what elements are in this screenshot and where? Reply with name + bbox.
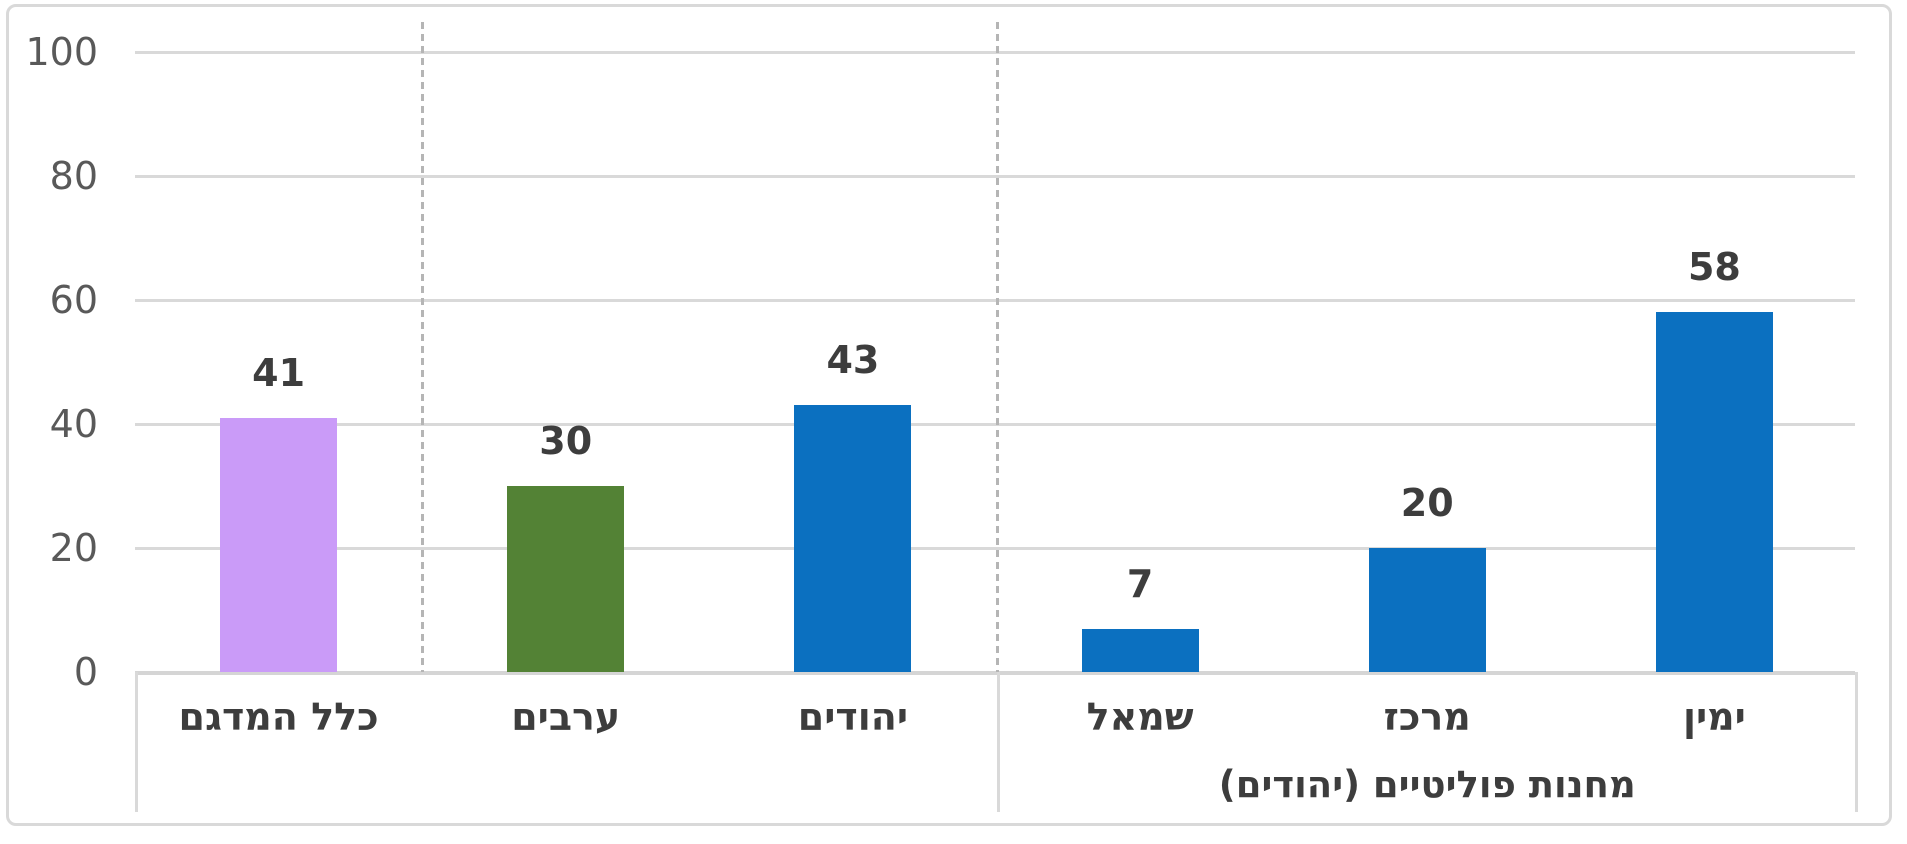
category-axis-boundary (996, 672, 1000, 812)
category-label-arabs: ערבים (511, 695, 621, 739)
dashed-separator (421, 22, 425, 672)
bar-center-camp (1368, 548, 1486, 672)
y-tick-label-80: 80 (49, 154, 98, 198)
y-tick-label-100: 100 (25, 30, 98, 74)
category-label-center-camp: מרכז (1383, 695, 1471, 739)
bar-jews (794, 405, 912, 672)
category-label-left-camp: שמאל (1086, 695, 1194, 739)
gridline-20 (135, 547, 1855, 550)
gridline-60 (135, 299, 1855, 302)
value-label-total-sample: 41 (252, 350, 306, 395)
y-tick-label-20: 20 (49, 526, 98, 570)
dashed-separator (995, 22, 999, 672)
x-axis-line (135, 671, 1855, 675)
y-tick-label-0: 0 (73, 650, 98, 694)
category-label-total-sample: כלל המדגם (178, 695, 379, 739)
gridline-40 (135, 423, 1855, 426)
value-label-right-camp: 58 (1687, 245, 1741, 290)
category-axis-boundary (135, 672, 138, 812)
gridline-100 (135, 51, 1855, 54)
category-axis-boundary (1855, 672, 1858, 812)
gridline-80 (135, 175, 1855, 178)
value-label-jews: 43 (826, 338, 880, 383)
bar-right-camp (1655, 312, 1773, 672)
value-label-center-camp: 20 (1400, 481, 1454, 525)
group-axis-label: מחנות פוליטיים (יהודים) (1218, 763, 1636, 806)
value-label-arabs: 30 (539, 419, 593, 463)
y-tick-label-60: 60 (49, 278, 98, 322)
bar-arabs (507, 486, 625, 672)
category-label-right-camp: ימין (1682, 695, 1746, 739)
bar-left-camp (1081, 628, 1199, 672)
y-tick-label-40: 40 (49, 402, 98, 446)
value-label-left-camp: 7 (1126, 561, 1154, 606)
chart-outer-border (6, 4, 1892, 826)
category-label-jews: יהודים (797, 695, 909, 739)
bar-total-sample (220, 417, 338, 672)
